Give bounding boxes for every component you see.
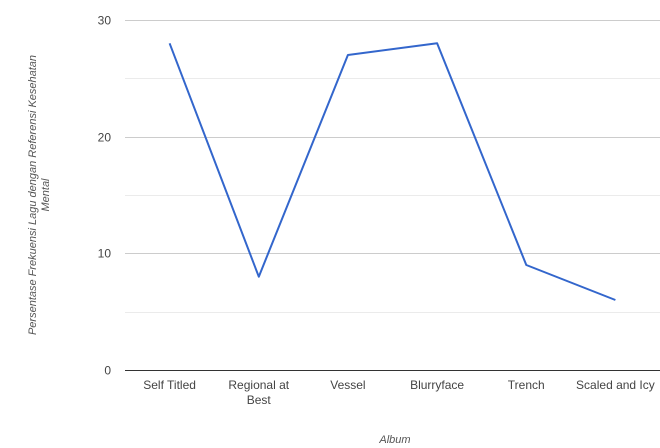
x-tick-label: Blurryface xyxy=(410,378,464,392)
x-tick-label: Vessel xyxy=(330,378,365,392)
series-line xyxy=(168,42,616,301)
y-tick-label: 0 xyxy=(104,364,111,378)
series-lines xyxy=(168,42,616,301)
x-tick-label: Regional at Best xyxy=(228,378,289,407)
y-tick-label: 20 xyxy=(98,131,112,145)
major-gridlines xyxy=(125,20,660,371)
minor-gridlines xyxy=(125,78,660,313)
x-tick-labels: Self Titled Regional at Best Vessel Blurryfa… xyxy=(143,378,655,407)
x-axis-title: Album xyxy=(378,434,410,446)
y-tick-label: 10 xyxy=(98,247,112,261)
y-axis-title: Persentase Frekuensi Lagu dengan Referen… xyxy=(27,55,52,335)
x-tick-label: Trench xyxy=(508,378,545,392)
x-tick-label: Scaled and Icy xyxy=(576,378,655,392)
y-tick-label: 30 xyxy=(98,14,112,28)
y-tick-labels: 0 10 20 30 xyxy=(98,14,112,378)
x-tick-label: Self Titled xyxy=(143,378,196,392)
